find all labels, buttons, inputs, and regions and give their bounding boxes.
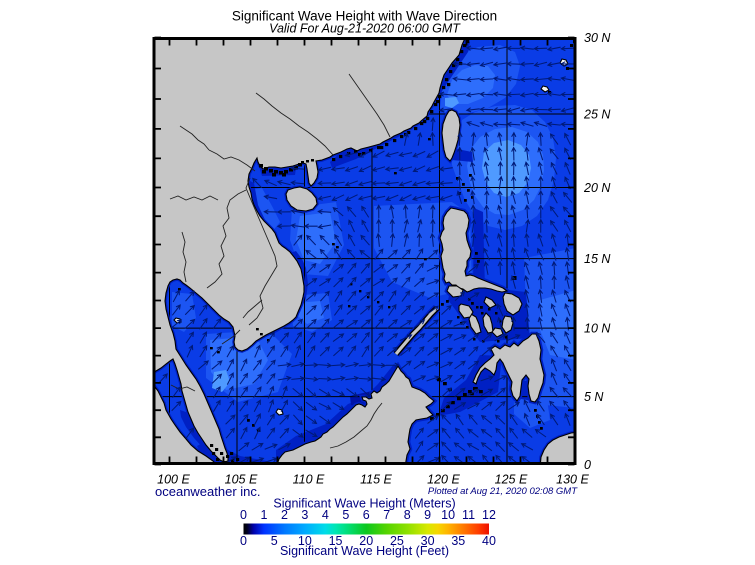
svg-text:125 E: 125 E bbox=[495, 473, 528, 487]
svg-text:5: 5 bbox=[342, 508, 349, 522]
svg-text:40: 40 bbox=[482, 534, 496, 548]
svg-text:0: 0 bbox=[584, 458, 591, 472]
svg-text:11: 11 bbox=[462, 508, 475, 522]
svg-text:12: 12 bbox=[482, 508, 496, 522]
svg-text:0: 0 bbox=[240, 508, 247, 522]
svg-text:4: 4 bbox=[322, 508, 329, 522]
svg-text:Valid For Aug-21-2020 06:00 GM: Valid For Aug-21-2020 06:00 GMT bbox=[269, 22, 461, 36]
svg-text:110 E: 110 E bbox=[293, 473, 325, 487]
svg-text:2: 2 bbox=[281, 508, 288, 522]
svg-text:25 N: 25 N bbox=[583, 108, 611, 122]
svg-text:30 N: 30 N bbox=[584, 31, 611, 45]
svg-text:3: 3 bbox=[301, 508, 308, 522]
svg-text:1: 1 bbox=[260, 508, 267, 522]
svg-text:15 N: 15 N bbox=[584, 252, 611, 266]
svg-text:5 N: 5 N bbox=[584, 390, 604, 404]
svg-text:oceanweather inc.: oceanweather inc. bbox=[155, 484, 261, 499]
svg-text:35: 35 bbox=[451, 534, 465, 548]
svg-text:6: 6 bbox=[363, 508, 370, 522]
svg-text:20: 20 bbox=[359, 534, 373, 548]
svg-text:130 E: 130 E bbox=[556, 473, 589, 487]
svg-text:100 E: 100 E bbox=[157, 473, 190, 487]
svg-text:10: 10 bbox=[298, 534, 312, 548]
svg-text:120 E: 120 E bbox=[427, 473, 460, 487]
svg-text:30: 30 bbox=[421, 534, 435, 548]
svg-text:Significant Wave Height (Feet): Significant Wave Height (Feet) bbox=[280, 544, 449, 558]
svg-text:Significant Wave Height (Meter: Significant Wave Height (Meters) bbox=[273, 497, 455, 511]
svg-text:9: 9 bbox=[424, 508, 431, 522]
svg-text:20 N: 20 N bbox=[583, 181, 611, 195]
svg-text:5: 5 bbox=[271, 534, 278, 548]
svg-text:8: 8 bbox=[404, 508, 411, 522]
svg-text:15: 15 bbox=[329, 534, 343, 548]
svg-text:25: 25 bbox=[390, 534, 404, 548]
svg-text:Significant Wave Height with W: Significant Wave Height with Wave Direct… bbox=[232, 9, 497, 24]
svg-text:10 N: 10 N bbox=[584, 322, 611, 336]
svg-text:7: 7 bbox=[383, 508, 390, 522]
svg-text:Plotted at Aug 21, 2020 02:08: Plotted at Aug 21, 2020 02:08 GMT bbox=[428, 486, 578, 497]
svg-text:115 E: 115 E bbox=[360, 473, 392, 487]
svg-text:10: 10 bbox=[441, 508, 455, 522]
svg-text:0: 0 bbox=[240, 534, 247, 548]
svg-text:105 E: 105 E bbox=[225, 473, 258, 487]
